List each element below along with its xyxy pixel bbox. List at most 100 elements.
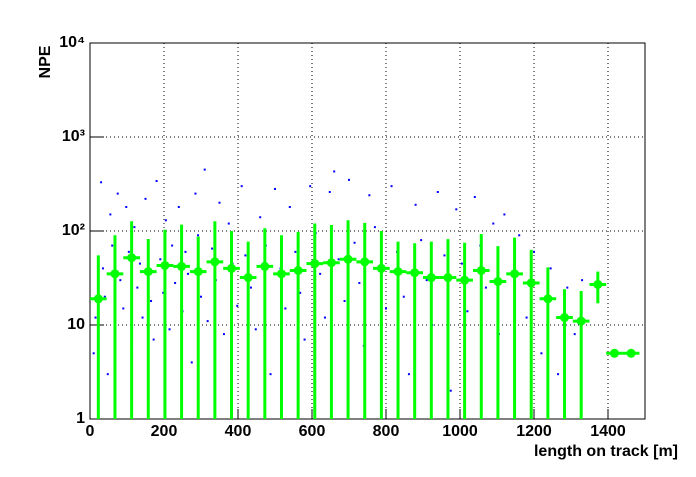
x-tick-label: 1200 xyxy=(516,423,552,440)
x-tick-label: 0 xyxy=(86,423,95,440)
point xyxy=(203,168,206,171)
point xyxy=(197,234,200,237)
point xyxy=(274,187,276,190)
point xyxy=(227,222,230,225)
point xyxy=(303,338,306,341)
point xyxy=(353,241,356,244)
profile-point xyxy=(560,313,570,323)
point xyxy=(249,286,252,289)
profile-point xyxy=(476,266,486,276)
profile-point xyxy=(343,254,353,264)
point xyxy=(159,258,162,261)
point xyxy=(436,190,439,193)
point xyxy=(337,258,340,261)
point xyxy=(168,328,171,331)
point xyxy=(407,373,410,376)
point xyxy=(328,190,331,193)
point xyxy=(484,286,487,289)
point xyxy=(540,352,543,355)
point xyxy=(138,262,141,265)
point xyxy=(184,250,187,253)
point xyxy=(323,316,326,319)
point xyxy=(200,295,202,298)
point xyxy=(127,250,130,253)
y-axis-label: NPE xyxy=(37,45,54,78)
point xyxy=(150,300,153,303)
point xyxy=(309,185,312,188)
profile-point xyxy=(393,267,403,277)
profile-point xyxy=(443,273,453,283)
point xyxy=(259,216,262,219)
point xyxy=(254,328,257,331)
point xyxy=(533,250,535,253)
point xyxy=(358,281,361,284)
point xyxy=(171,244,174,247)
point xyxy=(177,206,180,209)
profile-point xyxy=(576,316,586,326)
profile-point xyxy=(376,263,386,273)
point xyxy=(106,373,109,376)
point xyxy=(414,203,417,206)
profile-point xyxy=(609,348,619,358)
profile-point xyxy=(310,259,320,269)
point xyxy=(566,286,569,289)
profile-point xyxy=(260,261,270,271)
profile-point xyxy=(110,269,120,279)
profile-point xyxy=(143,267,153,277)
x-tick-label: 1400 xyxy=(590,423,626,440)
point xyxy=(284,307,287,310)
profile-point xyxy=(526,278,536,288)
point xyxy=(573,333,576,336)
point xyxy=(373,226,376,229)
profile-point xyxy=(460,275,470,285)
point xyxy=(174,281,177,284)
point xyxy=(402,295,405,298)
point xyxy=(122,307,125,310)
profile-point xyxy=(426,273,436,283)
point xyxy=(288,206,291,209)
point xyxy=(473,195,476,198)
point xyxy=(144,197,147,200)
profile-point xyxy=(543,294,553,304)
point xyxy=(92,352,95,355)
point xyxy=(492,222,495,225)
point xyxy=(455,208,458,211)
y-tick-label: 10³ xyxy=(62,128,85,145)
point xyxy=(116,192,119,195)
point xyxy=(557,373,560,376)
point xyxy=(109,213,112,216)
profile-point xyxy=(127,253,137,263)
point xyxy=(460,262,463,265)
point xyxy=(294,250,297,253)
point xyxy=(190,361,193,364)
point xyxy=(390,185,393,188)
x-tick-label: 600 xyxy=(299,423,326,440)
point xyxy=(269,373,272,376)
point xyxy=(155,180,158,183)
point xyxy=(385,307,387,310)
point xyxy=(164,219,167,222)
point xyxy=(133,226,136,229)
point xyxy=(581,279,584,282)
point xyxy=(218,201,221,204)
point xyxy=(240,185,243,188)
x-tick-label: 1000 xyxy=(442,423,478,440)
point xyxy=(222,333,225,336)
profile-point xyxy=(593,279,603,289)
y-tick-label: 10⁴ xyxy=(59,34,85,51)
point xyxy=(333,170,336,173)
point xyxy=(111,244,114,247)
x-tick-label: 800 xyxy=(373,423,400,440)
point xyxy=(549,267,552,270)
profile-point xyxy=(210,257,220,267)
point xyxy=(125,206,128,209)
profile-point xyxy=(177,261,187,271)
point xyxy=(299,291,302,294)
profile-point xyxy=(410,268,420,278)
point xyxy=(449,389,452,392)
profile-point xyxy=(160,260,170,270)
point xyxy=(194,192,197,195)
point xyxy=(525,316,528,319)
point xyxy=(368,194,371,197)
y-tick-label: 10² xyxy=(62,222,85,239)
